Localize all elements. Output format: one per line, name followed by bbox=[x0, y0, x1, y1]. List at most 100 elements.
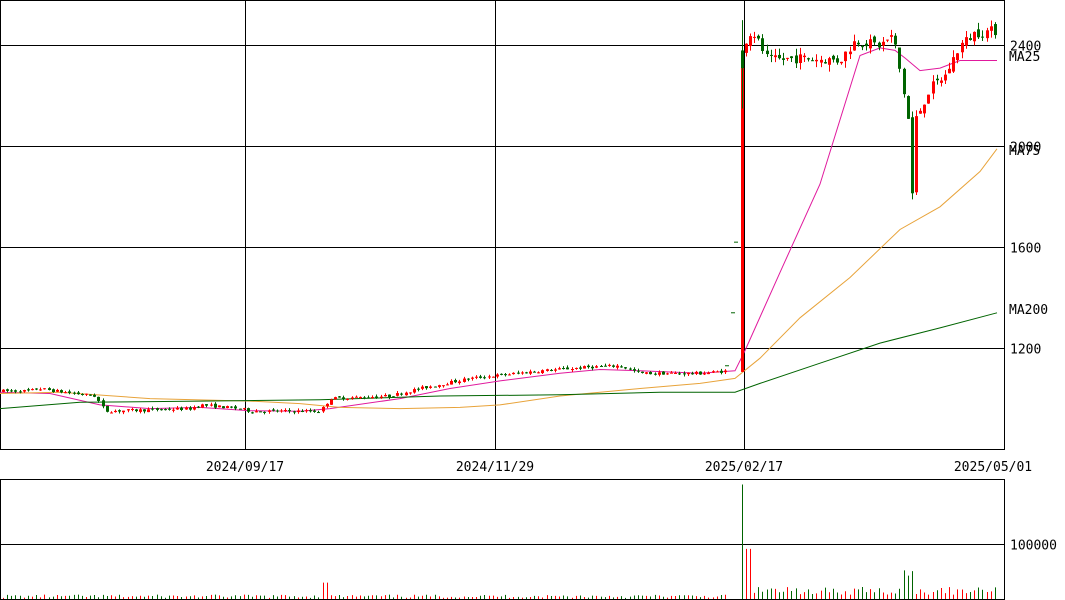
candle-body bbox=[168, 408, 171, 410]
candle-body bbox=[815, 59, 818, 62]
candle-body bbox=[699, 371, 702, 375]
candle-body bbox=[276, 410, 279, 412]
candle-body bbox=[479, 376, 482, 378]
candle-body bbox=[566, 367, 569, 370]
candle-body bbox=[662, 371, 665, 375]
candle-body bbox=[645, 372, 648, 374]
candle-body bbox=[243, 408, 246, 410]
candle-body bbox=[305, 410, 308, 412]
candle-body bbox=[529, 371, 532, 374]
candle-body bbox=[571, 368, 574, 371]
candle-body bbox=[550, 369, 553, 371]
candle-body bbox=[450, 380, 453, 385]
candle-body bbox=[890, 35, 893, 37]
candle-body bbox=[326, 403, 329, 407]
candle-body bbox=[741, 50, 744, 372]
candle-body bbox=[388, 394, 391, 398]
candle-body bbox=[853, 41, 856, 51]
candle-body bbox=[23, 390, 26, 392]
candle-body bbox=[27, 389, 30, 391]
candle-body bbox=[707, 372, 710, 375]
candle-body bbox=[604, 365, 607, 367]
candle-body bbox=[649, 371, 652, 375]
candle-body bbox=[861, 46, 864, 48]
candle-body bbox=[110, 412, 113, 414]
candle-body bbox=[106, 405, 109, 412]
candle-body bbox=[770, 54, 773, 56]
candle-body bbox=[969, 38, 972, 41]
candle-body bbox=[127, 409, 130, 411]
candle-body bbox=[114, 410, 117, 413]
candle-body bbox=[334, 397, 337, 400]
candle-body bbox=[143, 409, 146, 412]
volume-frame bbox=[0, 479, 1005, 600]
candle-body bbox=[375, 396, 378, 398]
candle-body bbox=[6, 389, 9, 391]
candle-body bbox=[180, 407, 183, 410]
candle-body bbox=[380, 396, 383, 398]
candle-body bbox=[894, 35, 897, 45]
candle-body bbox=[977, 29, 980, 38]
candle-body bbox=[666, 373, 669, 375]
candle-body bbox=[915, 116, 918, 193]
candle-body bbox=[944, 74, 947, 81]
candle-body bbox=[176, 407, 179, 410]
volume-tick-label: 100000 bbox=[1010, 539, 1057, 554]
candle-body bbox=[849, 51, 852, 55]
candle-body bbox=[31, 389, 34, 391]
candle-body bbox=[392, 396, 395, 398]
candle-body bbox=[790, 56, 793, 59]
candle-body bbox=[741, 50, 744, 69]
ma75-line bbox=[0, 148, 998, 410]
candle-body bbox=[268, 410, 271, 412]
candle-body bbox=[878, 42, 881, 48]
candle-body bbox=[629, 368, 632, 370]
ma200-line bbox=[0, 312, 998, 410]
candle-body bbox=[911, 117, 914, 194]
candle-body bbox=[19, 391, 22, 393]
candle-body bbox=[840, 61, 843, 64]
candle-body bbox=[363, 397, 366, 399]
candle-body bbox=[48, 388, 51, 391]
candle-body bbox=[35, 388, 38, 390]
candle-body bbox=[973, 31, 976, 42]
price-tick-label: 1600 bbox=[1010, 242, 1041, 257]
price-tick-label: 2000 bbox=[1010, 141, 1041, 156]
candle-body bbox=[164, 409, 167, 411]
candle-body bbox=[230, 406, 233, 408]
candle-body bbox=[151, 408, 154, 410]
volume-bars bbox=[3, 484, 996, 599]
candle-body bbox=[429, 386, 432, 388]
candle-body bbox=[956, 53, 959, 61]
candle-body bbox=[961, 42, 964, 53]
candle-body bbox=[658, 372, 661, 375]
candle-body bbox=[421, 386, 424, 389]
candle-body bbox=[521, 372, 524, 374]
candle-body bbox=[160, 409, 163, 411]
candle-body bbox=[500, 373, 503, 375]
candle-body bbox=[359, 396, 362, 398]
candle-body bbox=[405, 392, 408, 396]
candle-body bbox=[695, 371, 698, 374]
candle-body bbox=[761, 38, 764, 52]
candle-body bbox=[400, 393, 403, 395]
candle-body bbox=[492, 376, 495, 378]
candle-body bbox=[10, 390, 13, 392]
candle-body bbox=[471, 377, 474, 379]
candle-body bbox=[43, 388, 46, 390]
date-tick-label: 2024/09/17 bbox=[206, 460, 284, 475]
candle-body bbox=[803, 55, 806, 58]
candle-body bbox=[579, 367, 582, 369]
candle-body bbox=[504, 374, 507, 376]
candle-body bbox=[60, 390, 63, 393]
candle-body bbox=[446, 384, 449, 386]
candle-body bbox=[927, 94, 930, 104]
candle-body bbox=[458, 381, 461, 384]
candle-body bbox=[210, 404, 213, 406]
candle-body bbox=[757, 35, 760, 39]
candle-body bbox=[64, 392, 67, 394]
candle-body bbox=[342, 397, 345, 400]
price-tick-label: 1200 bbox=[1010, 343, 1041, 358]
candle-body bbox=[301, 410, 304, 412]
